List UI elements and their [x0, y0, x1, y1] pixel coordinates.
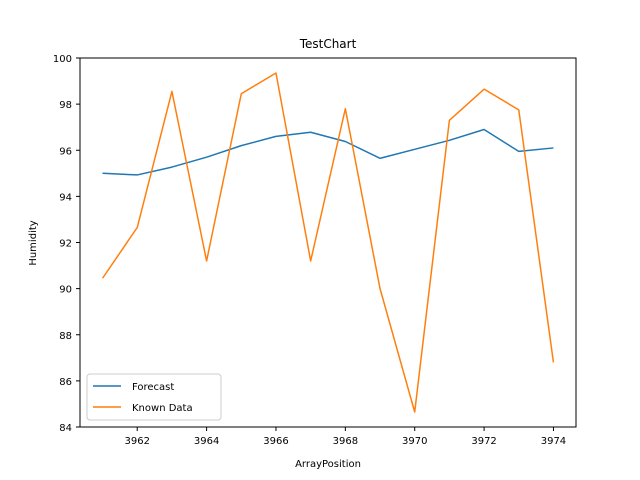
x-tick-label: 3974	[541, 436, 566, 447]
y-tick-label: 96	[59, 146, 72, 157]
y-tick-label: 98	[59, 100, 72, 111]
y-tick-label: 94	[59, 192, 72, 203]
y-tick-label: 84	[59, 423, 72, 434]
y-tick-label: 86	[59, 377, 72, 388]
x-tick-label: 3964	[194, 436, 219, 447]
y-axis: 84 86 88 90 92 94 96 98 100	[53, 54, 80, 434]
legend-label: Known Data	[132, 403, 193, 414]
y-axis-label: Humidity	[28, 220, 39, 265]
legend-label: Forecast	[132, 382, 174, 393]
series-line-known-data	[101, 72, 555, 413]
y-tick-label: 92	[59, 239, 72, 250]
series-lines	[101, 72, 555, 413]
x-tick-label: 3962	[125, 436, 150, 447]
y-tick-label: 88	[59, 331, 72, 342]
y-tick-label: 90	[59, 285, 72, 296]
x-tick-label: 3972	[471, 436, 496, 447]
x-axis: 3962 3964 3966 3968 3970 3972 3974	[125, 427, 566, 447]
x-tick-label: 3968	[333, 436, 358, 447]
x-tick-label: 3966	[263, 436, 288, 447]
x-tick-label: 3970	[402, 436, 427, 447]
chart-title: TestChart	[299, 37, 357, 51]
x-axis-label: ArrayPosition	[295, 459, 361, 470]
legend: Forecast Known Data	[86, 373, 222, 421]
series-line-forecast	[102, 128, 554, 176]
y-tick-label: 100	[53, 54, 72, 65]
